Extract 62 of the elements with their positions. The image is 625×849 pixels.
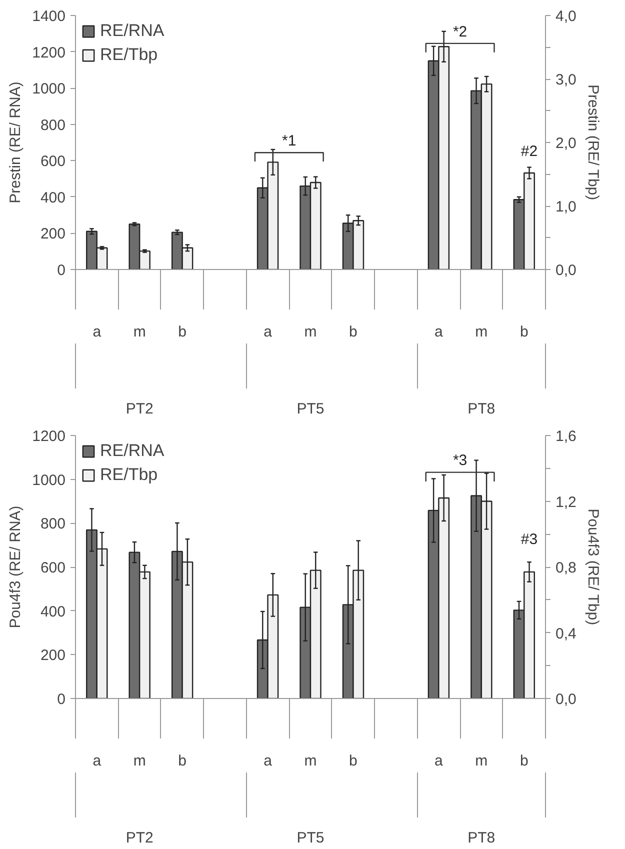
y-tick-label: 400	[40, 189, 66, 206]
x-tick-label: m	[475, 752, 488, 770]
text: PT2	[126, 830, 154, 846]
y-tick-label: 1000	[32, 80, 66, 98]
y-tick-label: 1200	[32, 428, 66, 445]
legend-label: RE/RNA	[100, 441, 164, 461]
x-tick-label: a	[92, 324, 102, 340]
y-tick-label: 0	[57, 262, 66, 279]
text: PT8	[468, 400, 496, 418]
y-tick-label: 400	[40, 603, 66, 620]
legend-label: RE/RNA	[100, 21, 164, 41]
x-tick-label: m	[304, 752, 317, 770]
legend-label: RE/Tbp	[100, 465, 158, 485]
x-tick-label: m	[304, 324, 317, 340]
x-tick-label: a	[434, 324, 444, 340]
y-tick-label: 800	[40, 516, 66, 533]
y2-axis-title: Pou4f3 (RE/ Tbp)	[584, 508, 602, 626]
x-tick-label: b	[178, 324, 186, 340]
y-tick-label: 1400	[32, 8, 66, 25]
x-tick-label: b	[349, 752, 358, 770]
x-tick-label: a	[264, 324, 273, 340]
y-tick-label: 200	[40, 226, 66, 243]
y2-tick-label: 1,2	[556, 494, 576, 511]
x-tick-label: b	[520, 324, 528, 340]
x-tick-label: b	[178, 752, 186, 770]
y2-tick-label: 1,0	[556, 198, 576, 216]
x-tick-label: m	[133, 752, 146, 770]
y2-axis-title: Prestin (RE/ Tbp)	[584, 84, 602, 200]
y2-tick-label: 3,0	[556, 72, 576, 88]
y2-tick-label: 0,4	[556, 625, 576, 642]
text: PT5	[296, 830, 324, 846]
annotation: #2	[520, 142, 538, 160]
y-tick-label: 600	[40, 560, 66, 576]
text: PT2	[126, 400, 154, 418]
legend-label: RE/Tbp	[100, 45, 158, 65]
x-tick-label: a	[434, 752, 444, 770]
text: PT5	[296, 400, 324, 418]
annotation: *3	[452, 452, 468, 470]
y2-tick-label: 0,8	[556, 560, 576, 576]
y-tick-label: 1200	[32, 44, 66, 62]
y2-tick-label: 1,6	[556, 428, 576, 445]
y-tick-label: 200	[40, 647, 66, 664]
y-tick-label: 0	[57, 691, 66, 708]
annotation: *2	[452, 23, 468, 40]
y2-tick-label: 4,0	[556, 8, 576, 25]
x-tick-label: b	[520, 752, 528, 770]
y-tick-label: 1000	[32, 472, 66, 489]
y-tick-label: 600	[40, 153, 66, 170]
y2-tick-label: 2,0	[556, 135, 576, 152]
y-axis-title: Pou4f3 (RE/ RNA)	[7, 506, 24, 628]
y2-tick-label: 0,0	[556, 262, 576, 279]
x-tick-label: a	[264, 752, 273, 770]
x-tick-label: m	[475, 324, 488, 340]
y2-tick-label: 0,0	[556, 691, 576, 708]
x-tick-label: a	[92, 752, 102, 770]
x-tick-label: m	[133, 324, 146, 340]
annotation: #3	[520, 531, 538, 548]
x-tick-label: b	[349, 324, 358, 340]
y-tick-label: 800	[40, 116, 66, 134]
annotation: *1	[282, 132, 296, 150]
text: PT8	[468, 830, 496, 846]
y-axis-title: Prestin (RE/ RNA)	[7, 82, 24, 204]
